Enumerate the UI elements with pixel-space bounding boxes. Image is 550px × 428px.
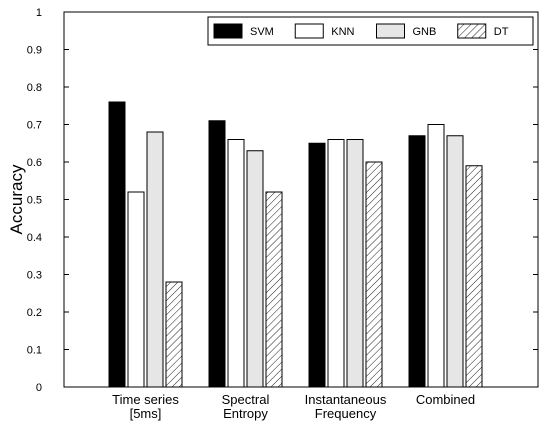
bar-dt-3 [465, 165, 483, 388]
bar-svm-3 [408, 135, 426, 388]
x-category-label: Frequency [315, 406, 377, 421]
y-tick-label: 1 [36, 7, 42, 19]
bar-svm-0 [108, 101, 126, 388]
x-category-label: Instantaneous [305, 392, 387, 407]
y-tick-label: 0.4 [27, 232, 42, 244]
y-tick-label: 0.8 [27, 82, 42, 94]
bar-dt-1 [265, 191, 283, 388]
y-tick-label: 0 [36, 382, 42, 394]
legend-label-knn: KNN [331, 26, 354, 38]
bar-knn-0 [127, 191, 145, 388]
legend: SVM KNN GNB DT [207, 16, 534, 46]
x-category-label: Entropy [223, 406, 268, 421]
x-category-label: Combined [416, 392, 475, 407]
bar-svm-1 [208, 120, 226, 388]
y-axis-title: Accuracy [7, 164, 26, 234]
y-tick-label: 0.6 [27, 157, 42, 169]
legend-label-dt: DT [494, 26, 509, 38]
x-category-label: Time series [112, 392, 179, 407]
legend-swatch-dt [457, 23, 487, 39]
bars [108, 101, 483, 388]
legend-swatch-knn [294, 23, 324, 39]
bar-knn-3 [427, 124, 445, 388]
bar-knn-1 [227, 139, 245, 388]
y-tick-label: 0.2 [27, 307, 42, 319]
y-tick-label: 0.9 [27, 45, 42, 57]
bar-dt-2 [365, 161, 383, 388]
y-tick-label: 0.5 [27, 195, 42, 207]
x-category-label: Spectral [222, 392, 270, 407]
bar-gnb-2 [346, 139, 364, 388]
legend-swatch-svm [213, 23, 243, 39]
legend-swatch-gnb [376, 23, 405, 39]
legend-label-gnb: GNB [413, 26, 437, 38]
y-tick-label: 0.7 [27, 120, 42, 132]
plot-frame [63, 11, 539, 388]
bar-gnb-1 [246, 150, 264, 388]
y-axis-ticks: 0 0.1 0.2 0.3 0.4 0.5 0.6 0.7 0.8 0.9 1 [27, 7, 538, 394]
bar-gnb-0 [146, 131, 164, 388]
y-tick-label: 0.1 [27, 345, 42, 357]
y-axis-label: Accuracy [7, 164, 26, 234]
bar-knn-2 [327, 139, 345, 388]
bar-svm-2 [308, 142, 326, 388]
bar-dt-0 [165, 281, 183, 388]
x-category-label: [5ms] [130, 406, 162, 421]
bar-gnb-3 [446, 135, 464, 388]
legend-label-svm: SVM [250, 26, 274, 38]
y-tick-label: 0.3 [27, 270, 42, 282]
